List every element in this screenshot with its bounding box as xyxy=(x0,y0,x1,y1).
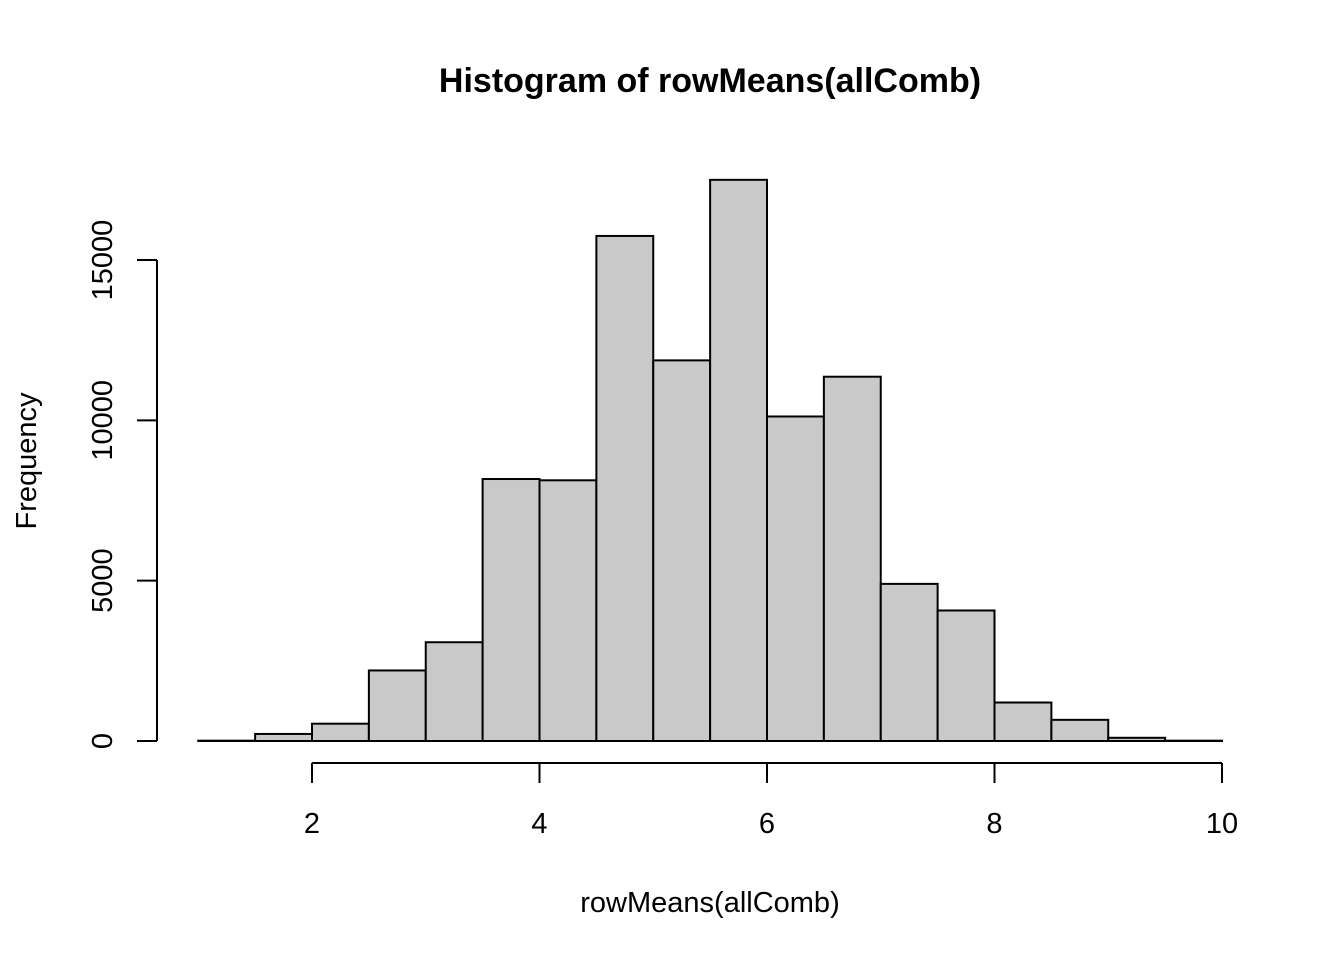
y-axis: 0 5000 10000 15000 xyxy=(87,220,157,749)
histogram-bar-3 xyxy=(369,670,426,741)
x-tick-label-2: 6 xyxy=(759,808,775,840)
histogram-bar-15 xyxy=(1051,720,1108,741)
histogram-bar-7 xyxy=(596,236,653,741)
bars-group xyxy=(198,180,1222,741)
histogram-bar-16 xyxy=(1108,738,1165,741)
histogram-bar-11 xyxy=(824,377,881,741)
histogram-bar-8 xyxy=(653,360,710,741)
x-axis: 2 4 6 8 10 xyxy=(304,763,1238,840)
chart-title: Histogram of rowMeans(allComb) xyxy=(439,62,981,100)
y-tick-label-0: 0 xyxy=(87,733,119,749)
histogram-bar-6 xyxy=(540,480,597,741)
x-tick-label-4: 10 xyxy=(1206,808,1238,840)
y-tick-label-1: 5000 xyxy=(87,548,119,613)
histogram-bar-2 xyxy=(312,724,369,741)
y-axis-label: Frequency xyxy=(11,392,43,530)
histogram-bar-5 xyxy=(483,479,540,741)
y-tick-label-3: 15000 xyxy=(87,220,119,301)
histogram-bar-13 xyxy=(938,610,995,741)
x-tick-label-0: 2 xyxy=(304,808,320,840)
histogram-bar-4 xyxy=(426,642,483,741)
histogram-bar-9 xyxy=(710,180,767,741)
x-axis-label: rowMeans(allComb) xyxy=(580,887,839,919)
y-tick-label-2: 10000 xyxy=(87,380,119,461)
histogram-bar-12 xyxy=(881,584,938,741)
x-tick-label-1: 4 xyxy=(531,808,547,840)
histogram-bar-1 xyxy=(255,734,312,741)
x-tick-label-3: 8 xyxy=(986,808,1002,840)
histogram-bar-14 xyxy=(995,703,1052,741)
histogram-bar-10 xyxy=(767,416,824,741)
